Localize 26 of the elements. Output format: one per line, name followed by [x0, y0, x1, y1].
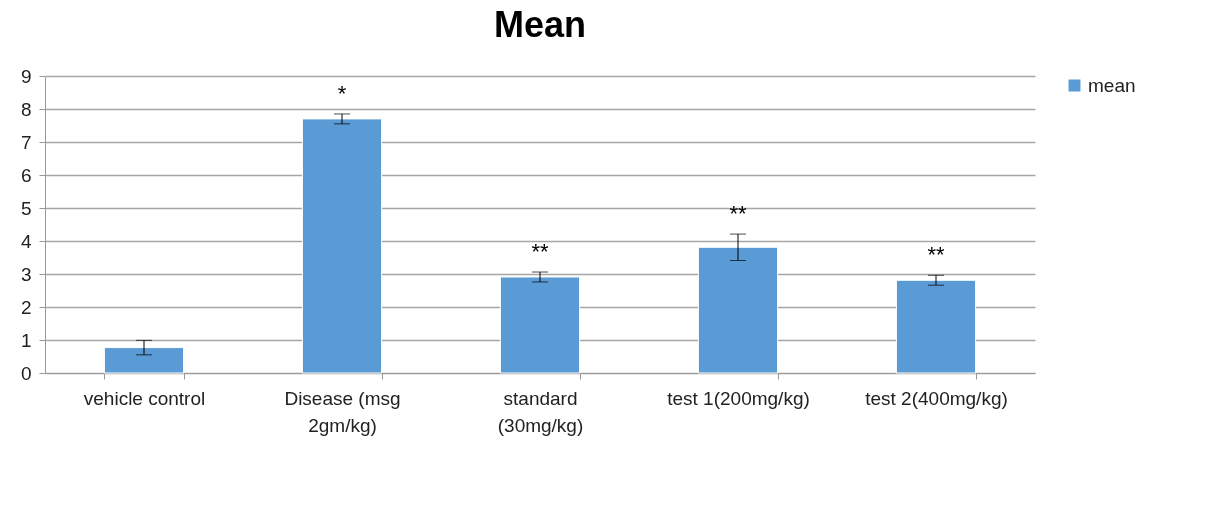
chart-title: Mean	[493, 4, 587, 45]
bar	[697, 246, 779, 374]
bar	[895, 279, 977, 374]
y-tick-label: 7	[20, 131, 32, 153]
y-tick-label: 4	[20, 230, 32, 252]
data-label: **	[729, 201, 747, 227]
x-tick-label: test 2(400mg/kg)	[865, 387, 1008, 409]
y-tick-label: 0	[20, 362, 32, 384]
legend-label: mean	[1088, 74, 1136, 96]
x-tick-label: vehicle control	[83, 387, 206, 409]
y-tick-label: 3	[20, 263, 32, 285]
y-tick-label: 5	[20, 197, 32, 219]
bar	[301, 118, 383, 374]
x-tick-label: test 1(200mg/kg)	[667, 387, 810, 409]
y-tick-label: 9	[20, 65, 32, 87]
data-label: *	[337, 80, 347, 106]
data-label: **	[927, 242, 945, 268]
y-tick-label: 8	[20, 98, 32, 120]
x-tick-label: standard (30mg/kg)	[497, 387, 584, 436]
x-tick-label: Disease (msg 2gm/kg)	[284, 387, 401, 436]
y-tick-label: 6	[20, 164, 32, 186]
y-tick-label: 2	[20, 296, 32, 318]
bar	[499, 276, 581, 374]
data-label: **	[531, 239, 549, 265]
y-tick-label: 1	[20, 329, 32, 351]
bar	[103, 347, 185, 374]
